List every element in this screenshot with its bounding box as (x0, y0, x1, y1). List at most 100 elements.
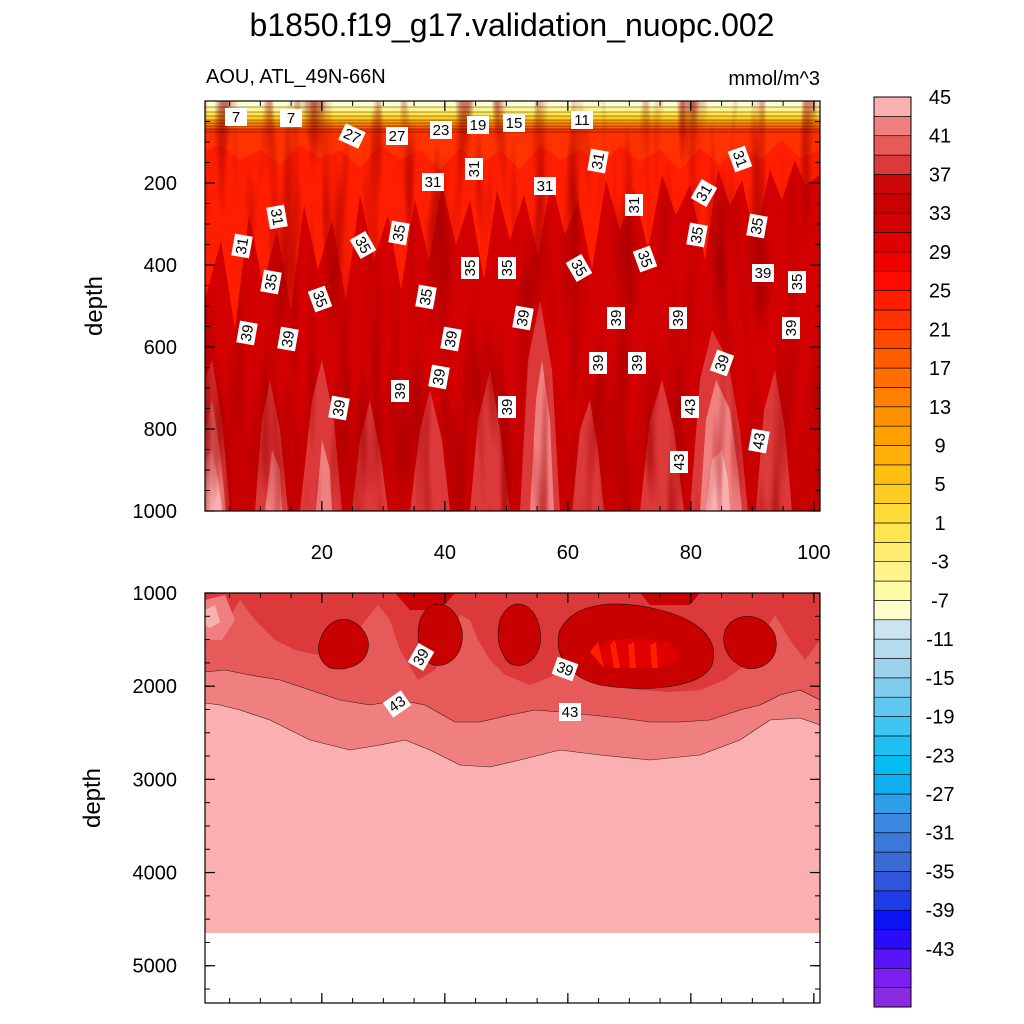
colorbar-label: 41 (929, 126, 951, 148)
colorbar-label: 25 (929, 281, 951, 303)
colorbar-label: 5 (934, 474, 945, 496)
contour-label-text: 39 (670, 310, 687, 327)
contour-label: 31 (727, 145, 753, 173)
colorbar-box (873, 948, 912, 969)
colorbar-box (873, 135, 912, 156)
colorbar-box (873, 96, 912, 117)
x-tick-label: 80 (680, 542, 702, 564)
contour-label-text: 31 (693, 182, 716, 205)
contour-label: 39 (551, 656, 579, 682)
colorbar-box (873, 754, 912, 775)
y-tick-label: 5000 (133, 956, 178, 978)
colorbar-label: -27 (926, 784, 955, 806)
contour-label-text: 43 (671, 454, 688, 471)
contour-label: 35 (349, 230, 377, 260)
contour-label-text: 31 (729, 148, 751, 169)
colorbar-box (873, 658, 912, 679)
contour-label-text: 39 (410, 646, 433, 669)
colorbar-box (873, 774, 912, 795)
contour-label: 15 (503, 114, 525, 132)
contour-label: 39 (589, 352, 607, 374)
contour-label: 23 (430, 121, 452, 139)
colorbar-label: 29 (929, 242, 951, 264)
y-tick-label: 4000 (133, 863, 178, 885)
contour-label: 35 (461, 257, 479, 279)
colorbar-label: -11 (926, 629, 953, 651)
colorbar-label: -43 (926, 939, 955, 961)
contour-label-text: 39 (629, 355, 646, 372)
y-tick-label: 2000 (133, 676, 178, 698)
contour-label: 35 (260, 269, 282, 295)
contour-label-text: 31 (466, 161, 483, 178)
contour-label-text: 31 (626, 197, 643, 214)
colorbar-box (873, 987, 912, 1008)
contour-label-text: 43 (750, 431, 770, 450)
contour-label-text: 39 (499, 399, 516, 416)
contour-label-text: 35 (688, 225, 708, 244)
colorbar-label: -39 (926, 900, 955, 922)
x-tick-labels: 20 40 60 80 100 (311, 542, 831, 564)
colorbar-label: -15 (926, 668, 955, 690)
y-tick-label: 1000 (133, 501, 178, 523)
contour-label-text: 39 (392, 383, 409, 400)
colorbar-box (873, 890, 912, 911)
contour-label: 39 (236, 320, 258, 346)
contour-label: 7 (225, 108, 247, 126)
contour-label: 35 (388, 220, 410, 246)
x-tick-label: 40 (434, 542, 456, 564)
contour-label-text: 43 (682, 399, 699, 416)
contour-label: 31 (587, 148, 609, 174)
colorbar-box (873, 638, 912, 659)
colorbar-box (873, 445, 912, 466)
colorbar-box (873, 309, 912, 330)
colorbar-box (873, 716, 912, 737)
colorbar-box (873, 522, 912, 543)
colorbar-box (873, 871, 912, 892)
y-tick-label: 200 (144, 173, 177, 195)
contour-label: 43 (670, 451, 688, 473)
contour-label-text: 39 (712, 352, 734, 373)
contour-label: 35 (788, 271, 806, 293)
y-tick-label: 1000 (133, 583, 178, 605)
contour-label: 43 (748, 428, 770, 454)
contour-label: 39 (277, 326, 299, 352)
upper-panel: 200 400 600 800 1000 depth 7 7 27 27 23 19 15 11 31 3… (81, 100, 821, 523)
contour-label-text: 35 (262, 272, 282, 291)
colorbar-box (873, 677, 912, 698)
colorbar-label: 33 (929, 203, 951, 225)
contour-label: 39 (440, 326, 462, 352)
contour-label-text: 39 (442, 329, 462, 348)
contour-label-text: 39 (279, 329, 299, 348)
upper-contour-labels: 7 7 27 27 23 19 15 11 31 31 31 31 31 31 31 31 31 35 35 35 35… (225, 108, 806, 473)
colorbar-box (873, 542, 912, 562)
contour-label-text: 39 (514, 308, 534, 327)
colorbar-label: -19 (926, 707, 955, 729)
colorbar-box (873, 232, 912, 253)
contour-label: 39 (782, 317, 800, 339)
contour-label-text: 35 (309, 288, 331, 309)
colorbar-label: 37 (929, 164, 951, 186)
contour-label: 31 (690, 178, 718, 208)
contour-label: 35 (746, 213, 768, 239)
contour-label: 31 (231, 233, 253, 259)
colorbar-box (873, 193, 912, 214)
y-tick-label: 600 (144, 337, 177, 359)
contour-label-text: 31 (233, 236, 253, 255)
colorbar-box (873, 290, 912, 311)
contour-label: 39 (752, 264, 774, 282)
y-tick-label: 800 (144, 419, 177, 441)
colorbar-box (873, 813, 912, 834)
colorbar-box (873, 348, 912, 369)
contour-label-text: 35 (567, 257, 590, 280)
contour-label-text: 27 (389, 128, 406, 145)
lower-y-axis-label: depth (79, 768, 106, 828)
contour-label: 35 (565, 253, 593, 283)
contour-label: 39 (628, 352, 646, 374)
colorbar-box (873, 503, 912, 524)
contour-label-text: 39 (430, 367, 450, 386)
colorbar-box (873, 464, 912, 485)
lower-contour-labels: 39 39 43 43 (382, 642, 581, 721)
contour-label-text: 35 (417, 287, 437, 306)
contour-label-text: 39 (238, 323, 258, 342)
